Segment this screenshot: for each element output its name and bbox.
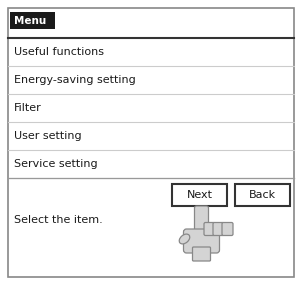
Text: Select the item.: Select the item. [14, 215, 103, 225]
Text: Menu: Menu [14, 15, 46, 25]
Text: User setting: User setting [14, 131, 82, 141]
Bar [172, 184, 227, 206]
FancyBboxPatch shape [192, 247, 210, 261]
FancyBboxPatch shape [222, 223, 233, 235]
Bar [10, 12, 55, 29]
Text: Service setting: Service setting [14, 159, 98, 169]
Text: Back: Back [249, 190, 276, 200]
FancyBboxPatch shape [204, 223, 215, 235]
FancyBboxPatch shape [184, 229, 220, 253]
FancyBboxPatch shape [213, 223, 224, 235]
FancyBboxPatch shape [194, 206, 208, 238]
Text: Next: Next [187, 190, 213, 200]
Text: Filter: Filter [14, 103, 42, 113]
Ellipse shape [179, 234, 190, 244]
Text: Useful functions: Useful functions [14, 47, 104, 57]
Text: Energy-saving setting: Energy-saving setting [14, 75, 136, 85]
Bar [235, 184, 290, 206]
